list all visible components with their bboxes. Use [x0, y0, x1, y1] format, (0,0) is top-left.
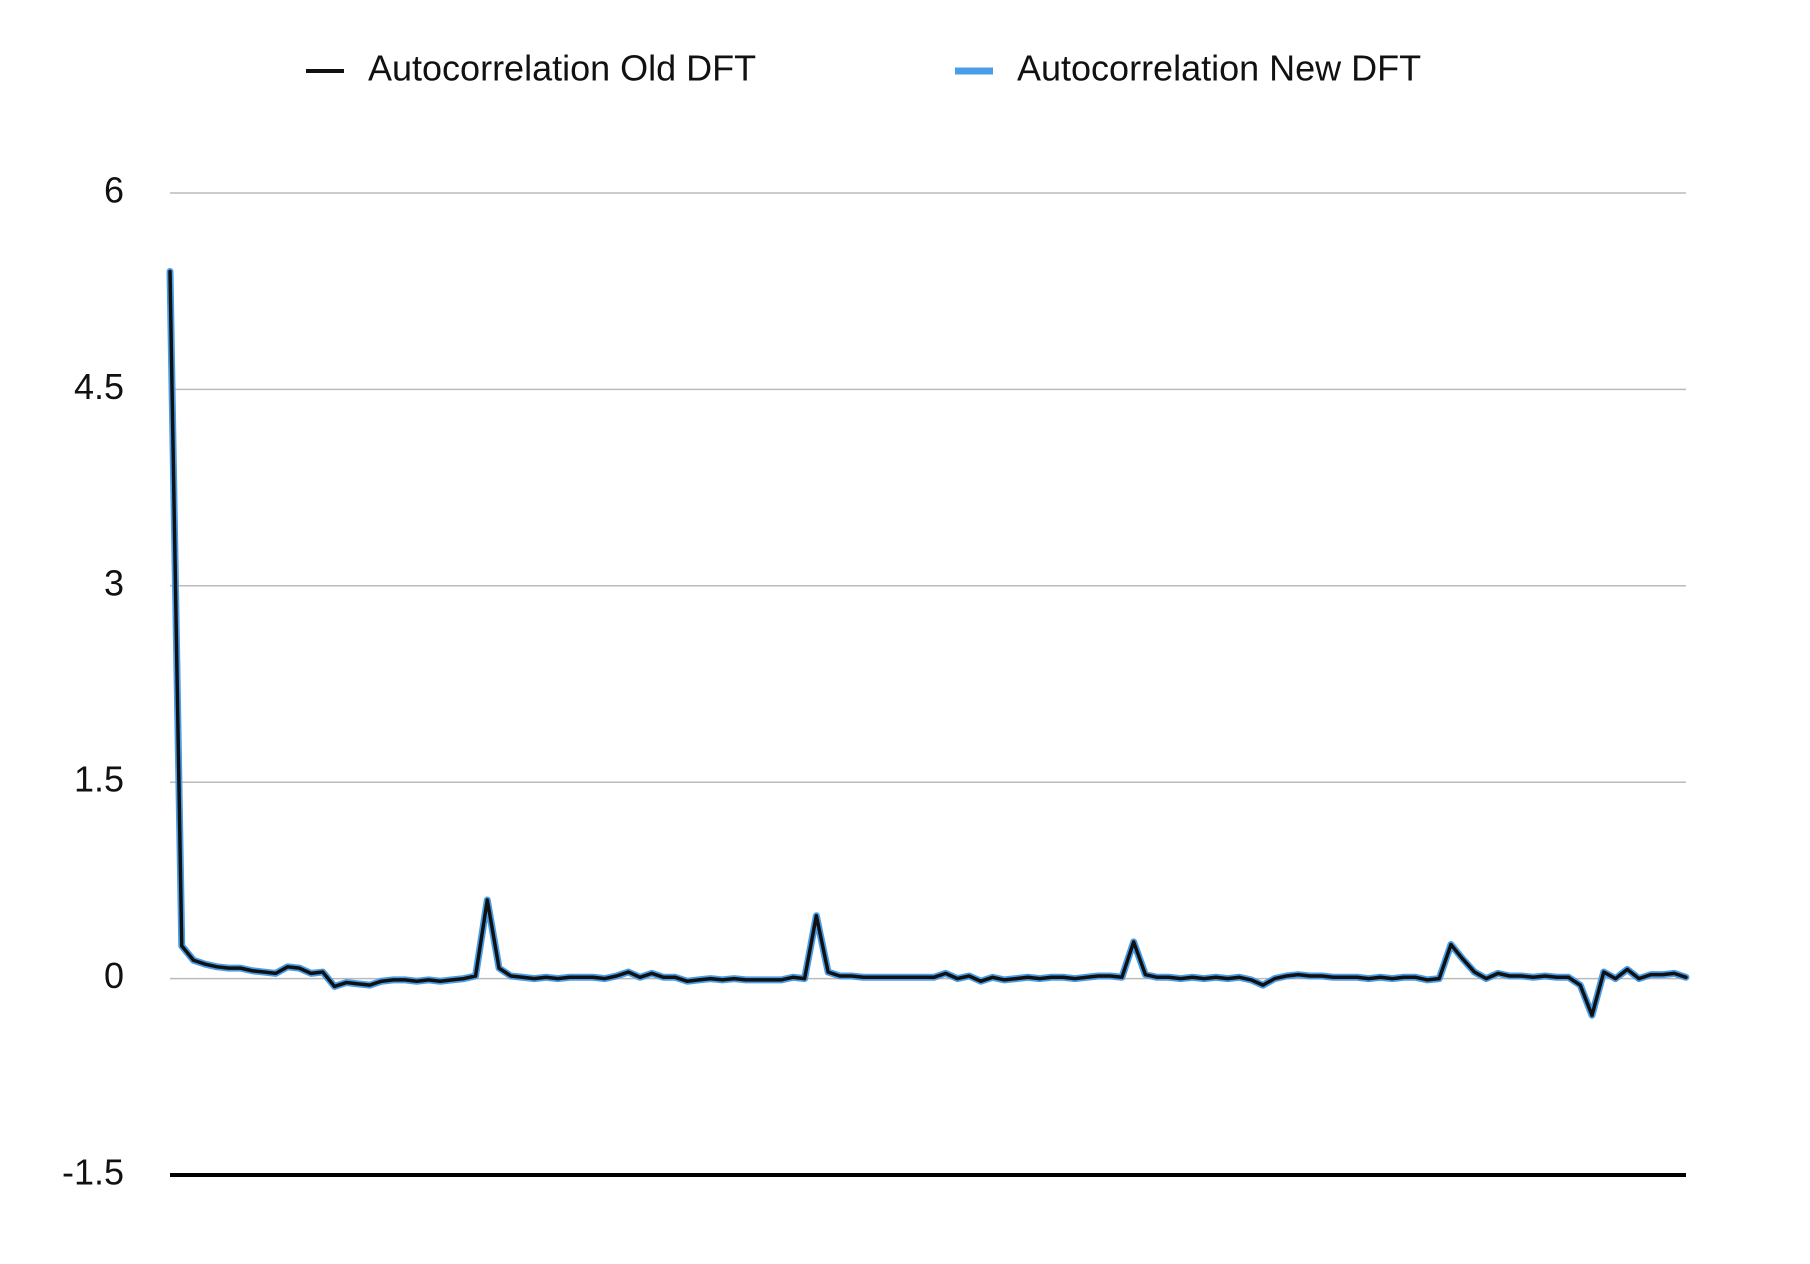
y-tick-label: 0 — [104, 955, 124, 996]
y-tick-label: 6 — [104, 170, 124, 211]
series-line — [168, 269, 1688, 1018]
y-tick-label: 1.5 — [74, 759, 124, 800]
y-tick-label: 3 — [104, 562, 124, 603]
legend-label: Autocorrelation New DFT — [1017, 48, 1421, 89]
legend-label: Autocorrelation Old DFT — [368, 48, 756, 89]
series-line — [166, 268, 1690, 1019]
y-tick-label: 4.5 — [74, 366, 124, 407]
y-tick-label: -1.5 — [62, 1152, 124, 1193]
